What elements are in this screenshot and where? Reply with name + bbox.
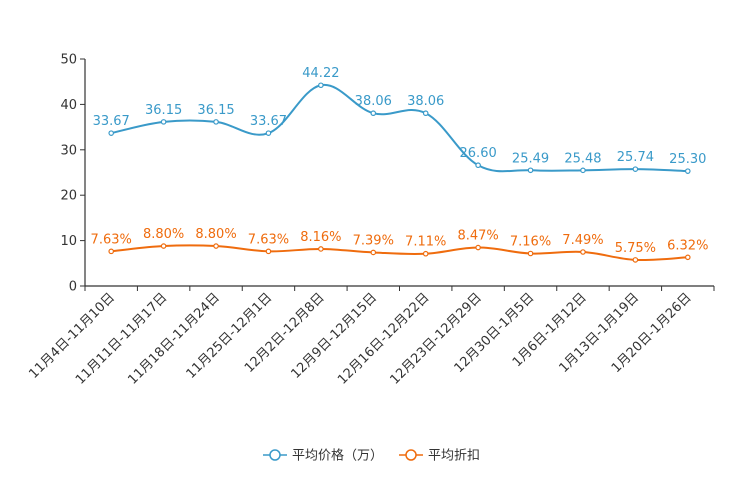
data-point[interactable] [424,252,428,256]
data-label: 26.60 [460,146,497,161]
series-1: 33.67 36.15 36.15 33.67 44.22 38.06 38.06 26.60… [93,66,707,173]
y-axis: 0 10 20 30 40 50 [60,53,85,295]
data-label: 36.15 [197,103,234,118]
data-point[interactable] [581,250,585,254]
data-label: 7.49% [562,233,603,248]
data-label: 7.11% [405,235,446,250]
data-label: 38.06 [355,94,392,109]
data-point[interactable] [214,244,218,248]
data-point[interactable] [528,168,532,172]
data-label: 8.47% [457,229,498,244]
data-point[interactable] [161,244,165,248]
series-2: 7.63% 8.80% 8.80% 7.63% 8.16% 7.39% 7.11% 8.47%… [91,227,709,262]
legend-marker-icon [270,450,280,460]
data-point[interactable] [581,168,585,172]
data-point[interactable] [319,247,323,251]
data-label: 25.49 [512,151,549,166]
data-label: 7.63% [91,232,132,247]
data-point[interactable] [686,169,690,173]
data-label: 44.22 [302,66,339,81]
data-point[interactable] [266,249,270,253]
data-point[interactable] [424,111,428,115]
legend-marker-icon [406,450,416,460]
data-point[interactable] [633,258,637,262]
y-tick-label: 50 [60,53,77,68]
data-label: 6.32% [667,238,708,253]
data-label: 7.39% [353,233,394,248]
y-tick-label: 0 [69,280,77,295]
y-tick-label: 30 [60,143,77,158]
data-label: 8.16% [300,230,341,245]
data-point[interactable] [686,255,690,259]
x-tick-label: 12月23日-12月29日 [387,290,484,387]
data-point[interactable] [633,167,637,171]
data-label: 7.63% [248,232,289,247]
data-point[interactable] [371,111,375,115]
data-point[interactable] [371,250,375,254]
data-label: 25.30 [669,152,706,167]
line-chart: 0 10 20 30 40 50 11月4日-11月10日11月11日-11月17日11月… [0,0,744,496]
y-tick-label: 20 [60,189,77,204]
data-label: 33.67 [93,114,130,129]
data-point[interactable] [476,163,480,167]
x-tick-label: 11月18日-11月24日 [125,290,222,387]
y-tick-label: 10 [60,234,77,249]
y-tick-label: 40 [60,98,77,113]
data-point[interactable] [528,251,532,255]
data-point[interactable] [109,131,113,135]
x-tick-label: 12月16日-12月22日 [335,290,432,387]
legend-item-2[interactable]: 平均折扣 [399,449,480,464]
data-label: 36.15 [145,103,182,118]
data-label: 7.16% [510,234,551,249]
x-axis: 11月4日-11月10日11月11日-11月17日11月18日-11月24日11… [26,286,714,388]
data-point[interactable] [476,245,480,249]
x-tick-label: 11月4日-11月10日 [26,290,118,382]
series-layer: 33.67 36.15 36.15 33.67 44.22 38.06 38.06 26.60… [91,66,709,262]
legend-label: 平均折扣 [428,449,480,464]
data-label: 8.80% [143,227,184,242]
data-label: 38.06 [407,94,444,109]
legend-item-1[interactable]: 平均价格（万） [263,448,383,464]
data-point[interactable] [161,120,165,124]
data-point[interactable] [266,131,270,135]
data-label: 25.48 [564,151,601,166]
data-label: 33.67 [250,114,287,129]
data-label: 5.75% [615,241,656,256]
data-point[interactable] [319,83,323,87]
data-point[interactable] [214,120,218,124]
data-label: 8.80% [195,227,236,242]
data-point[interactable] [109,249,113,253]
legend[interactable]: 平均价格（万） 平均折扣 [263,448,480,464]
x-tick-label: 11月11日-11月17日 [73,290,170,387]
legend-label: 平均价格（万） [292,448,383,464]
data-label: 25.74 [617,150,654,165]
